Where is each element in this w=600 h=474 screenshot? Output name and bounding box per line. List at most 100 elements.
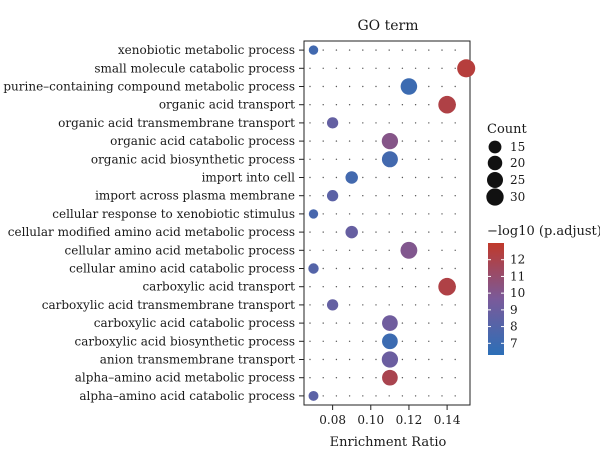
y-tick-label: cellular amino acid catabolic process (69, 262, 295, 276)
grid-dot (428, 340, 430, 342)
grid-dot (441, 67, 443, 70)
grid-dot (348, 358, 351, 361)
grid-dot (322, 395, 324, 397)
color-legend: −log10 (p.adjust) 7 8 9 10 11 12 (487, 224, 600, 355)
color-legend-label: 11 (510, 269, 525, 283)
grid-dot (441, 340, 443, 342)
grid-dot (375, 85, 377, 88)
grid-dot (335, 395, 338, 397)
grid-dot (388, 249, 390, 251)
size-legend-dot (486, 188, 504, 206)
grid-dot (348, 377, 351, 379)
grid-dot (428, 195, 430, 197)
y-tick-label: import into cell (202, 171, 296, 185)
grid-dot (375, 122, 377, 124)
grid-dot (414, 395, 417, 397)
color-legend-label: 12 (510, 253, 525, 267)
grid-dot (428, 304, 430, 306)
grid-dot (375, 304, 377, 306)
grid-dot (348, 67, 351, 70)
grid-dot (309, 104, 311, 106)
grid-dot (428, 249, 430, 251)
grid-dot (428, 85, 430, 88)
grid-dot (454, 49, 456, 51)
data-point (381, 132, 399, 150)
grid-dot (428, 322, 430, 324)
grid-dot (401, 158, 404, 160)
grid-dot (348, 340, 351, 342)
grid-dot (441, 176, 443, 179)
grid-dot (454, 322, 456, 324)
grid-dot (401, 49, 404, 51)
grid-dot (335, 358, 338, 361)
grid-dot (309, 195, 311, 197)
y-tick-label: carboxylic acid catabolic process (94, 316, 295, 330)
grid-dots (309, 49, 456, 397)
grid-dot (335, 85, 338, 88)
grid-dot (322, 176, 324, 179)
grid-dot (401, 176, 404, 179)
grid-dot (362, 122, 364, 124)
grid-dot (335, 176, 338, 179)
grid-dot (362, 286, 364, 288)
grid-dot (388, 49, 390, 51)
grid-dot (322, 322, 324, 324)
grid-dot (322, 304, 324, 306)
grid-dot (414, 195, 417, 197)
x-tick-label: 0.12 (396, 413, 423, 427)
x-axis-title: Enrichment Ratio (330, 435, 447, 450)
grid-dot (322, 158, 324, 160)
grid-dot (309, 358, 311, 361)
grid-dot (335, 158, 338, 160)
y-tick-label: cellular amino acid metabolic process (65, 243, 295, 257)
data-point (400, 241, 418, 259)
grid-dot (441, 377, 443, 379)
grid-dot (454, 122, 456, 124)
grid-dot (454, 158, 456, 160)
grid-dot (362, 395, 364, 397)
data-point (308, 263, 319, 274)
data-point (438, 277, 456, 296)
grid-dot (454, 377, 456, 379)
grid-dot (401, 140, 404, 142)
grid-dot (441, 85, 443, 88)
grid-dot (401, 122, 404, 124)
size-legend-label: 20 (510, 156, 525, 170)
data-point (382, 315, 398, 331)
grid-dot (388, 176, 390, 179)
grid-dot (428, 122, 430, 124)
grid-dot (414, 267, 417, 270)
grid-dot (414, 104, 417, 106)
grid-dot (454, 304, 456, 306)
grid-dot (428, 49, 430, 51)
grid-dot (362, 213, 364, 215)
grid-dot (441, 304, 443, 306)
grid-dot (362, 340, 364, 342)
grid-dot (362, 104, 364, 106)
grid-dot (348, 213, 351, 215)
grid-dot (348, 158, 351, 160)
grid-dot (362, 158, 364, 160)
color-legend-label: 8 (510, 320, 518, 334)
grid-dot (335, 377, 338, 379)
grid-dot (335, 213, 338, 215)
grid-dot (428, 176, 430, 179)
size-legend-dot (487, 172, 503, 188)
grid-dot (388, 67, 390, 70)
data-point (345, 171, 358, 184)
grid-dot (428, 286, 430, 288)
color-legend-label: 7 (510, 336, 518, 350)
grid-dot (309, 304, 311, 306)
grid-dot (362, 304, 364, 306)
y-tick-label: small molecule catabolic process (94, 61, 295, 75)
grid-dot (454, 249, 456, 251)
grid-dot (414, 340, 417, 342)
size-legend: Count 15 20 25 30 (486, 122, 528, 206)
grid-dot (362, 267, 364, 270)
size-legend-label: 25 (510, 173, 525, 187)
data-point (308, 45, 319, 55)
grid-dot (441, 358, 443, 361)
grid-dot (322, 122, 324, 124)
grid-dot (388, 267, 390, 270)
grid-dot (335, 67, 338, 70)
